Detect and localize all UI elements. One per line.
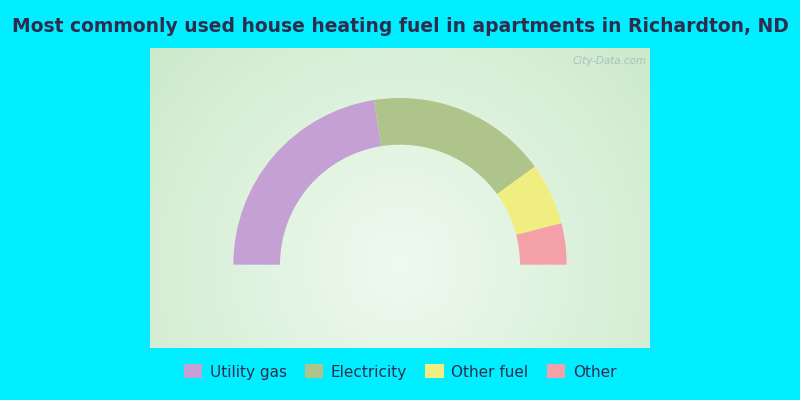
Circle shape: [229, 94, 571, 400]
Circle shape: [290, 155, 510, 375]
Circle shape: [388, 252, 412, 277]
Circle shape: [241, 106, 559, 400]
Circle shape: [284, 148, 516, 381]
Circle shape: [34, 0, 766, 400]
Circle shape: [296, 161, 504, 368]
Circle shape: [119, 0, 681, 400]
Circle shape: [394, 258, 406, 271]
Circle shape: [339, 204, 461, 326]
Circle shape: [76, 0, 724, 400]
Circle shape: [180, 45, 620, 400]
Circle shape: [302, 167, 498, 362]
Circle shape: [358, 222, 442, 308]
Circle shape: [174, 38, 626, 400]
Circle shape: [321, 185, 479, 344]
Circle shape: [106, 0, 694, 400]
Circle shape: [222, 88, 578, 400]
Wedge shape: [516, 223, 566, 265]
Circle shape: [125, 0, 675, 400]
Legend: Utility gas, Electricity, Other fuel, Other: Utility gas, Electricity, Other fuel, Ot…: [181, 362, 619, 382]
Circle shape: [64, 0, 736, 400]
Circle shape: [94, 0, 706, 400]
Circle shape: [217, 81, 583, 400]
Circle shape: [308, 173, 492, 356]
Circle shape: [266, 130, 534, 399]
Circle shape: [58, 0, 742, 400]
Circle shape: [168, 32, 632, 400]
Circle shape: [39, 0, 761, 400]
Circle shape: [363, 228, 437, 301]
Circle shape: [46, 0, 754, 400]
Circle shape: [247, 112, 553, 400]
Circle shape: [272, 136, 528, 393]
Circle shape: [254, 118, 546, 400]
Wedge shape: [234, 100, 382, 265]
Text: Most commonly used house heating fuel in apartments in Richardton, ND: Most commonly used house heating fuel in…: [11, 17, 789, 36]
Circle shape: [382, 246, 418, 283]
Wedge shape: [497, 167, 562, 235]
Circle shape: [235, 100, 565, 400]
Circle shape: [82, 0, 718, 400]
Circle shape: [198, 63, 602, 400]
Circle shape: [131, 0, 669, 400]
Circle shape: [192, 57, 608, 400]
Circle shape: [333, 198, 467, 332]
Circle shape: [113, 0, 687, 400]
Circle shape: [143, 8, 657, 400]
Circle shape: [52, 0, 748, 400]
Circle shape: [162, 26, 638, 400]
Circle shape: [210, 75, 590, 400]
Circle shape: [351, 216, 449, 314]
Circle shape: [370, 234, 430, 295]
Circle shape: [375, 240, 425, 289]
Circle shape: [345, 210, 455, 320]
Circle shape: [186, 51, 614, 400]
Circle shape: [205, 69, 595, 400]
Circle shape: [314, 179, 486, 350]
Circle shape: [138, 2, 662, 400]
Circle shape: [278, 142, 522, 387]
Circle shape: [326, 191, 474, 338]
Circle shape: [101, 0, 699, 400]
Wedge shape: [374, 98, 535, 194]
Circle shape: [259, 124, 541, 400]
Circle shape: [70, 0, 730, 400]
Circle shape: [88, 0, 712, 400]
Circle shape: [150, 14, 650, 400]
Circle shape: [155, 20, 645, 400]
Text: City-Data.com: City-Data.com: [573, 56, 646, 66]
